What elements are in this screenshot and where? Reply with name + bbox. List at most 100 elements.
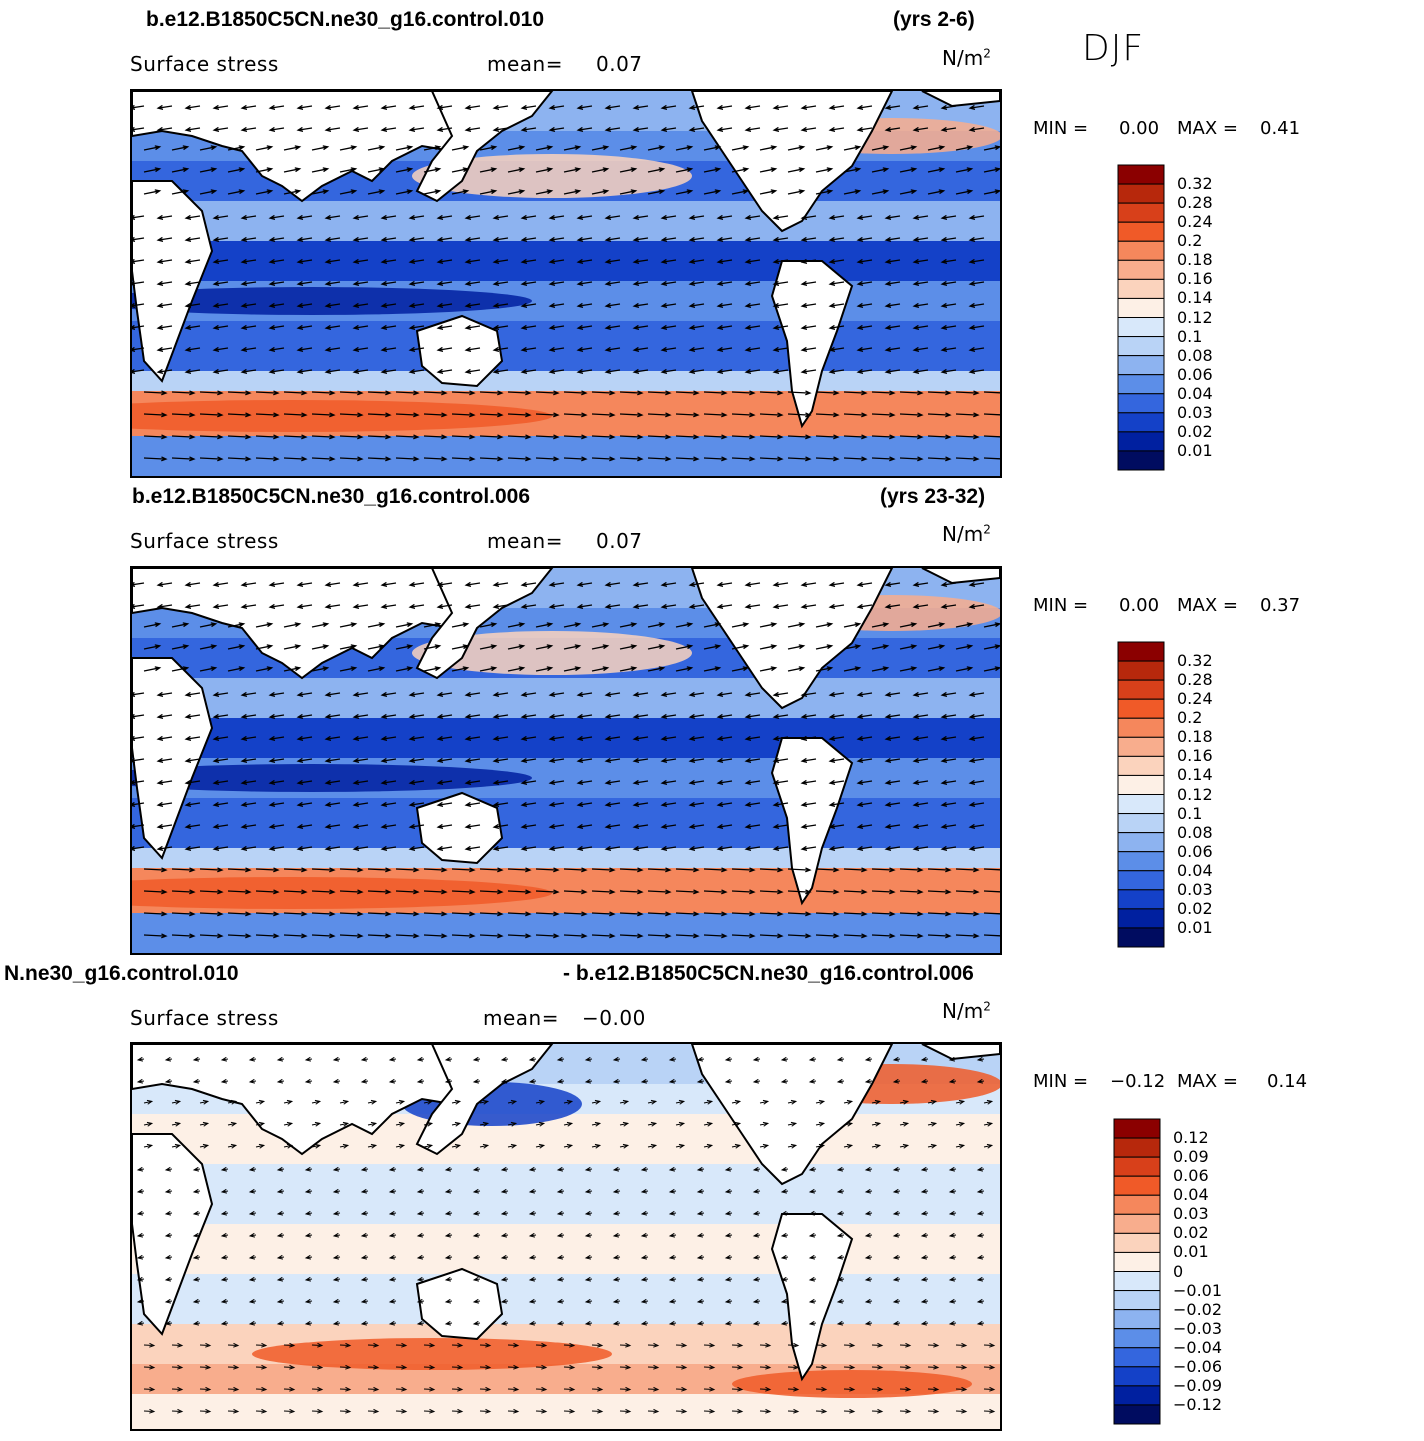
field-band [132, 321, 1000, 371]
continent [132, 657, 214, 860]
panel2-max-label: MAX = [1177, 595, 1238, 616]
colorbar-swatch [1117, 355, 1165, 376]
colorbar-label: 0.01 [1173, 1242, 1209, 1262]
continent [770, 737, 854, 906]
colorbar-swatch [1117, 717, 1165, 738]
colorbar-label: 0.16 [1177, 269, 1213, 289]
colorbar-swatch [1117, 794, 1165, 815]
colorbar-swatch [1117, 679, 1165, 700]
continent [415, 791, 504, 865]
field-band [132, 1164, 1000, 1224]
colorbar-label: 0.24 [1177, 212, 1213, 232]
colorbar-label: 0.28 [1177, 193, 1213, 213]
colorbar-label: 0.2 [1177, 231, 1203, 251]
panel1-mean-value: 0.07 [596, 52, 643, 76]
panel1-colorbar: 0.32 0.28 0.24 0.2 0.18 0.16 0.14 0.12 0.1 0.08 0.… [1117, 164, 1213, 471]
colorbar-label: 0.18 [1177, 250, 1213, 270]
panel1-run-title: b.e12.B1850C5CN.ne30_g16.control.010 [146, 8, 545, 31]
field-band [132, 678, 1000, 718]
colorbar-label: 0.28 [1177, 670, 1213, 690]
continent [770, 260, 854, 429]
colorbar-label: 0.03 [1177, 879, 1213, 899]
field-band [132, 436, 1000, 476]
colorbar-swatch [1113, 1175, 1161, 1196]
colorbar-label: 0.16 [1177, 746, 1213, 766]
panel1-units: N/m2 [942, 46, 991, 70]
colorbar-swatch [1117, 183, 1165, 204]
colorbar-swatch [1117, 832, 1165, 853]
season-label: DJF [1082, 28, 1145, 69]
colorbar-label: 0.14 [1177, 288, 1213, 308]
colorbar-swatch [1117, 297, 1165, 318]
panel3-units: N/m2 [942, 999, 991, 1023]
colorbar-label: 0.2 [1177, 708, 1203, 728]
colorbar-label: 0.04 [1177, 383, 1213, 403]
colorbar-label: 0.06 [1173, 1166, 1209, 1186]
colorbar-swatch [1117, 813, 1165, 834]
continent [415, 91, 554, 203]
panel3-subtracted-run: - b.e12.B1850C5CN.ne30_g16.control.006 [563, 962, 974, 985]
colorbar-swatch [1113, 1137, 1161, 1158]
colorbar-label: −0.12 [1173, 1394, 1223, 1414]
colorbar-label: 0.08 [1177, 822, 1213, 842]
colorbar-label: 0.03 [1173, 1204, 1209, 1224]
colorbar-swatch [1117, 641, 1165, 662]
panel1-max-label: MAX = [1177, 118, 1238, 139]
colorbar-label: 0.32 [1177, 174, 1213, 194]
field-patch [732, 1370, 972, 1398]
colorbar-label: −0.03 [1173, 1318, 1223, 1338]
field-band [132, 798, 1000, 848]
colorbar-swatch [1113, 1251, 1161, 1272]
panel3-max-label: MAX = [1177, 1071, 1238, 1092]
colorbar-label: 0.04 [1177, 860, 1213, 880]
wind-vectors [136, 1056, 996, 1414]
field-band [132, 718, 1000, 758]
colorbar-label: 0.02 [1173, 1223, 1209, 1243]
colorbar-label: 0.14 [1177, 765, 1213, 785]
field-band [132, 1274, 1000, 1324]
colorbar-swatch [1117, 660, 1165, 681]
continent [921, 1044, 1000, 1061]
colorbar-swatch [1113, 1328, 1161, 1349]
panel3-mean-value: −0.00 [582, 1006, 646, 1030]
colorbar-swatch [1113, 1271, 1161, 1292]
colorbar-swatch [1117, 412, 1165, 433]
colorbar-swatch [1117, 774, 1165, 795]
field-band [132, 201, 1000, 241]
colorbar-label: 0.01 [1177, 440, 1213, 460]
panel1-max-value: 0.41 [1260, 118, 1301, 139]
colorbar-swatch [1117, 755, 1165, 776]
colorbar-swatch [1117, 393, 1165, 414]
panel2-years: (yrs 23-32) [880, 485, 986, 508]
colorbar-label: 0.01 [1177, 917, 1213, 937]
panel1-variable: Surface stress [130, 52, 279, 76]
panel3-max-value: 0.14 [1267, 1071, 1308, 1092]
colorbar-label: 0.12 [1173, 1128, 1209, 1148]
colorbar-swatch [1117, 908, 1165, 929]
colorbar-swatch [1113, 1194, 1161, 1215]
field-patch [412, 631, 692, 675]
colorbar-label: 0 [1173, 1261, 1184, 1281]
colorbar-swatch [1117, 221, 1165, 242]
colorbar-swatch [1117, 336, 1165, 357]
colorbar-swatch [1117, 374, 1165, 395]
colorbar-label: −0.04 [1173, 1337, 1223, 1357]
panel2-min-value: 0.00 [1119, 595, 1160, 616]
field-patch [412, 154, 692, 198]
panel2-run-title: b.e12.B1850C5CN.ne30_g16.control.006 [132, 485, 531, 508]
colorbar-swatch [1113, 1366, 1161, 1387]
panel2-variable: Surface stress [130, 529, 279, 553]
colorbar-label: 0.24 [1177, 689, 1213, 709]
field-band [132, 913, 1000, 953]
colorbar-swatch [1113, 1156, 1161, 1177]
colorbar-swatch [1117, 202, 1165, 223]
panel3-colorbar: 0.12 0.09 0.06 0.04 0.03 0.02 0.01 0 −0.01 −0.02−… [1113, 1118, 1222, 1425]
panel2-map [130, 566, 1002, 955]
colorbar-label: 0.09 [1173, 1147, 1209, 1167]
colorbar-label: 0.1 [1177, 803, 1203, 823]
panel1-map [130, 89, 1002, 478]
colorbar-swatch [1117, 698, 1165, 719]
continent [415, 1267, 504, 1341]
colorbar-swatch [1117, 889, 1165, 910]
colorbar-swatch [1113, 1213, 1161, 1234]
